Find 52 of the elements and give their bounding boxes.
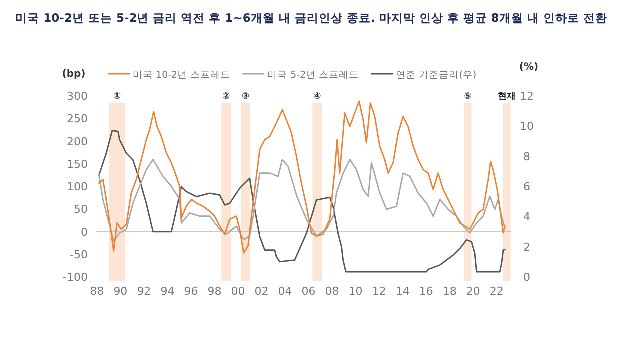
band-label: ④ bbox=[314, 92, 322, 102]
x-tick-label: 08 bbox=[325, 285, 340, 298]
y2-tick-label: 4 bbox=[524, 210, 530, 224]
x-tick-label: 88 bbox=[90, 285, 104, 298]
y-tick-label: 0 bbox=[81, 226, 88, 239]
y-tick-label: -50 bbox=[70, 248, 88, 262]
x-tick-label: 16 bbox=[419, 285, 434, 298]
x-tick-label: 10 bbox=[348, 285, 363, 298]
band: ⑤ bbox=[464, 92, 472, 281]
y-tick-label: 250 bbox=[67, 112, 88, 126]
y-tick-label: 200 bbox=[67, 135, 88, 148]
x-tick-label: 92 bbox=[137, 285, 152, 298]
y-tick-label: -100 bbox=[63, 271, 88, 284]
x-tick-label: 22 bbox=[490, 285, 504, 298]
band: ④ bbox=[312, 92, 322, 281]
band-label: ③ bbox=[242, 92, 250, 102]
y-tick-label: 300 bbox=[67, 90, 88, 103]
y-tick-label: 50 bbox=[74, 203, 88, 216]
x-tick-label: 96 bbox=[184, 285, 198, 298]
y-tick-label: 150 bbox=[67, 158, 88, 171]
x-tick-label: 94 bbox=[160, 285, 175, 298]
band-label: ② bbox=[222, 92, 230, 102]
y2-tick-label: 10 bbox=[520, 120, 534, 134]
band: ① bbox=[109, 92, 126, 281]
x-tick-label: 00 bbox=[231, 285, 246, 298]
x-tick-label: 04 bbox=[278, 285, 292, 298]
y2-tick-label: 12 bbox=[520, 90, 534, 103]
band: ② bbox=[222, 92, 231, 281]
x-tick-label: 12 bbox=[372, 285, 386, 298]
band-label: ⑤ bbox=[464, 92, 472, 102]
x-tick-label: 20 bbox=[466, 285, 480, 298]
x-tick-label: 18 bbox=[442, 285, 457, 298]
band: ③ bbox=[240, 92, 251, 281]
band-label: 현재 bbox=[498, 92, 516, 102]
y2-axis-title: (%) bbox=[519, 62, 539, 73]
x-tick-label: 14 bbox=[396, 285, 410, 298]
y2-tick-label: 0 bbox=[524, 271, 530, 284]
y2-tick-label: 8 bbox=[524, 150, 530, 164]
y-tick-label: 100 bbox=[67, 180, 88, 194]
x-tick-label: 98 bbox=[208, 285, 222, 298]
band-label: ① bbox=[114, 92, 122, 102]
y-axis-title: (bp) bbox=[62, 69, 86, 80]
legend-label: 미국 10-2년 스프레드 bbox=[133, 70, 231, 81]
y2-tick-label: 6 bbox=[524, 180, 530, 194]
legend-label: 미국 5-2년 스프레드 bbox=[268, 70, 360, 81]
x-tick-label: 06 bbox=[302, 285, 316, 298]
chart-title: 미국 10-2년 또는 5-2년 금리 역전 후 1~6개월 내 금리인상 종료. 마지막 인상 후 평균 8개월 내 인하로 전환 bbox=[16, 11, 608, 25]
x-tick-label: 02 bbox=[254, 285, 269, 298]
x-tick-label: 90 bbox=[114, 285, 128, 298]
y2-tick-label: 2 bbox=[524, 240, 530, 254]
band: 현재 bbox=[498, 92, 516, 281]
legend-label: 연준 기준금리(우) bbox=[396, 70, 477, 81]
